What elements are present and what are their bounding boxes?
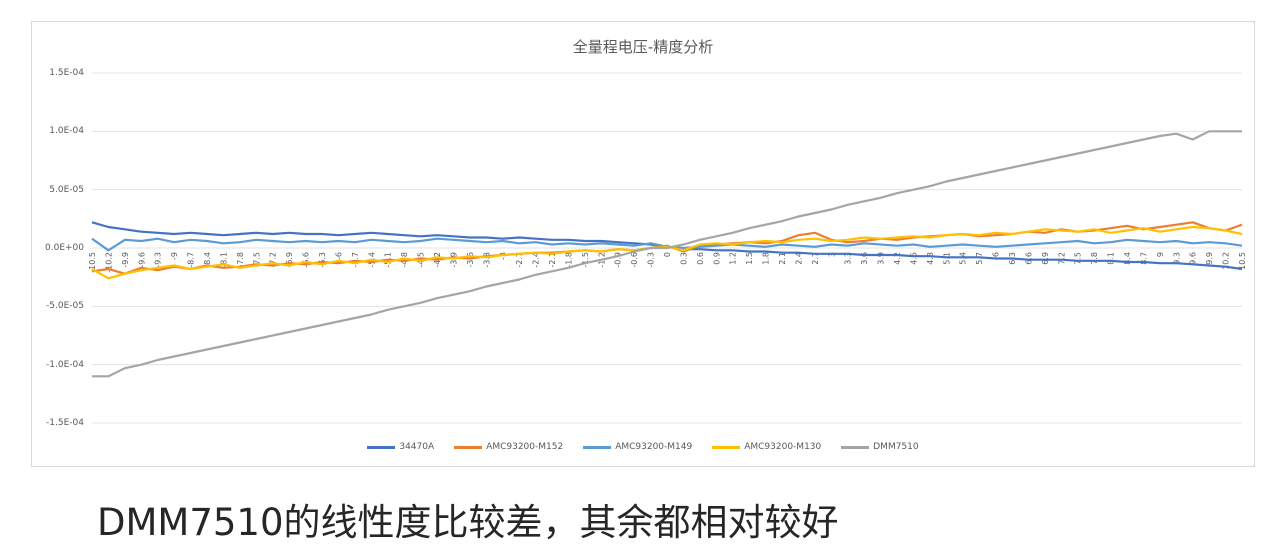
y-tick-label: 0.0E+00 (45, 243, 84, 253)
x-tick-label: -6.6 (302, 252, 311, 268)
x-tick-label: -10.5 (88, 252, 97, 273)
x-tick-label: 8.4 (1123, 252, 1132, 265)
x-tick-label: -9 (170, 252, 179, 260)
chart-title: 全量程电压-精度分析 (572, 38, 714, 56)
x-tick-label: 2.4 (794, 252, 803, 265)
legend-label: 34470A (399, 442, 435, 452)
x-tick-label: -3.6 (466, 252, 475, 268)
legend-swatch (712, 445, 741, 449)
x-tick-label: 7.5 (1074, 252, 1083, 265)
x-tick-label: 0.3 (679, 252, 688, 265)
y-tick-label: -1.5E-04 (46, 418, 84, 428)
legend-item: DMM7510 (841, 442, 919, 452)
y-tick-label: -1.0E-04 (46, 359, 84, 370)
x-tick-label: 6.6 (1024, 252, 1033, 265)
legend-item: AMC93200-M130 (712, 442, 821, 452)
x-tick-label: -9.9 (121, 252, 130, 268)
x-tick-label: 0.6 (696, 252, 705, 265)
x-tick-label: 3.3 (844, 252, 853, 265)
legend-item: AMC93200-M152 (454, 442, 563, 452)
x-tick-label: 0 (663, 252, 672, 257)
series-line-dmm7510 (92, 130, 1242, 378)
legend-swatch (367, 445, 396, 449)
legend-swatch (841, 445, 870, 449)
x-tick-label: -6.3 (318, 252, 327, 268)
x-tick-label: -8.7 (187, 252, 196, 268)
x-tick-label: -8.1 (219, 252, 228, 268)
x-tick-label: -8.4 (203, 252, 212, 268)
x-tick-label: -7.2 (269, 252, 278, 268)
x-tick-label: -9.3 (154, 252, 163, 268)
x-tick-label: 3.6 (860, 252, 869, 265)
x-tick-label: 8.1 (1107, 252, 1116, 265)
x-tick-label: 8.7 (1139, 252, 1148, 265)
legend-swatch (583, 445, 612, 449)
x-tick-label: -2.4 (532, 252, 541, 268)
x-tick-label: -0.3 (647, 252, 656, 268)
x-tick-label: -1.8 (564, 252, 573, 268)
x-tick-label: 6.9 (1041, 252, 1050, 265)
x-tick-label: -0.9 (614, 252, 623, 268)
x-tick-label: -7.8 (236, 252, 245, 268)
x-tick-label: -2.7 (515, 252, 524, 268)
x-tick-label: -1.5 (581, 252, 590, 268)
x-tick-label: 6 (992, 252, 1001, 257)
x-tick-label: 9.9 (1205, 252, 1214, 265)
x-tick-label: 1.2 (729, 252, 738, 265)
x-tick-label: 4.8 (926, 252, 935, 265)
x-tick-label: 9.6 (1189, 252, 1198, 265)
chart-frame: 全量程电压-精度分析 -10.5 -10.2 -9.9 -9.6 -9.3 -9 -8.7-… (31, 21, 1255, 467)
x-tick-label: 2.7 (811, 252, 820, 265)
x-tick-label: -3.9 (449, 252, 458, 268)
x-tick-label: -6.9 (285, 252, 294, 268)
y-tick-label: 1.0E-04 (49, 126, 84, 137)
x-tick-label: 4.5 (909, 252, 918, 265)
x-tick-label: 9.3 (1172, 252, 1181, 265)
x-tick-label: 2.1 (778, 252, 787, 265)
x-tick-label: -6 (334, 252, 343, 260)
x-tick-label: 3.9 (877, 252, 886, 265)
x-tick-label: -9.6 (137, 252, 146, 268)
x-tick-label: 4.2 (893, 252, 902, 265)
series-line-amc93200-m130 (91, 225, 1243, 280)
legend-label: AMC93200-M149 (615, 442, 693, 452)
legend-label: DMM7510 (873, 442, 919, 452)
chart-legend: 34470A AMC93200-M152 AMC93200-M149 AMC93200… (32, 442, 1254, 452)
x-tick-label: 9 (1156, 252, 1165, 257)
x-tick-label: -2.1 (548, 252, 557, 268)
x-tick-label: -0.6 (630, 252, 639, 268)
x-tick-label: 10.5 (1238, 252, 1247, 270)
legend-item: 34470A (367, 442, 434, 452)
y-tick-label: -5.0E-05 (46, 301, 84, 312)
x-tick-label: -7.5 (252, 252, 261, 268)
x-tick-label: -3.3 (482, 252, 491, 268)
legend-label: AMC93200-M130 (744, 442, 822, 452)
x-tick-label: 7.8 (1090, 252, 1099, 265)
legend-swatch (454, 445, 483, 449)
x-tick-label: 0.9 (712, 252, 721, 265)
x-tick-label: 10.2 (1222, 252, 1231, 270)
legend-label: AMC93200-M152 (486, 442, 564, 452)
y-tick-label: 5.0E-05 (49, 184, 84, 195)
x-tick-label: 7.2 (1057, 252, 1066, 265)
x-tick-label: 1.8 (762, 252, 771, 265)
slide-caption: DMM7510的线性度比较差，其余都相对较好 (97, 501, 839, 544)
x-tick-label: 1.5 (745, 252, 754, 265)
legend-item: AMC93200-M149 (583, 442, 692, 452)
x-tick-label: -10.2 (104, 252, 113, 273)
chart-plot: -10.5 -10.2 -9.9 -9.6 -9.3 -9 -8.7 -8.4 -8.1 -7.8… (88, 72, 1247, 424)
y-tick-label: 1.5E-04 (49, 68, 84, 78)
